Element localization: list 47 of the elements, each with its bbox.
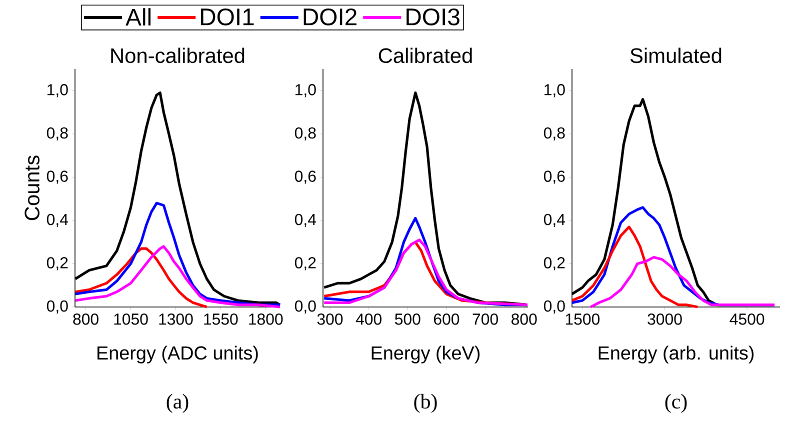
y-axis-title: Counts — [24, 156, 40, 220]
text: (b) — [414, 394, 437, 413]
legend-label: DOI3 — [406, 8, 460, 26]
y-tick-label: 0,2 — [294, 257, 316, 270]
x-tick-label: 1300 — [159, 314, 193, 325]
chart-title: Calibrated — [378, 48, 472, 64]
legend-label: DOI1 — [201, 8, 254, 26]
x-axis-title: Energy (keV) — [372, 346, 480, 364]
legend-label: DOI2 — [304, 8, 356, 26]
x-tick-label: 1800 — [249, 314, 283, 325]
y-tick-label: 0,0 — [544, 300, 565, 314]
y-tick-label: 1,0 — [544, 84, 565, 98]
y-tick-label: 0,8 — [294, 127, 316, 140]
chart-title: Simulated — [630, 48, 722, 64]
y-tick-label: 1,0 — [296, 84, 316, 98]
y-tick-label: 0,2 — [544, 257, 565, 270]
text: (c) — [665, 394, 687, 413]
x-tick-label: 4500 — [730, 314, 764, 325]
x-tick-label: 1500 — [566, 314, 600, 325]
y-tick-label: 0,2 — [46, 257, 68, 270]
x-tick-label: 300 — [317, 314, 343, 325]
x-tick-label: 800 — [512, 314, 537, 325]
y-tick-label: 0,6 — [294, 170, 316, 184]
y-tick-label: 0,0 — [46, 300, 68, 314]
y-tick-label: 0,6 — [544, 170, 565, 184]
chart-title: Non-calibrated — [111, 48, 244, 64]
y-tick-label: 0,0 — [294, 300, 316, 314]
y-tick-label: 0,4 — [294, 214, 316, 228]
legend-label: All — [126, 8, 151, 26]
line-series — [74, 247, 208, 308]
x-tick-label: 700 — [472, 314, 498, 325]
x-tick-label: 500 — [394, 314, 420, 325]
y-tick-label: 0,8 — [544, 127, 565, 140]
x-tick-label: 400 — [356, 314, 382, 325]
x-tick-label: 600 — [434, 314, 460, 325]
y-tick-label: 0,6 — [46, 170, 68, 184]
x-tick-label: 1050 — [114, 314, 148, 325]
y-tick-label: 0,4 — [544, 214, 566, 228]
x-axis-title: Energy (arb. units) — [598, 346, 754, 364]
y-tick-label: 1,0 — [48, 84, 68, 98]
y-tick-label: 0,4 — [46, 214, 68, 228]
x-tick-label: 1550 — [204, 314, 238, 325]
x-axis-title: Energy (ADC units) — [98, 346, 258, 364]
text: (a) — [166, 394, 188, 413]
x-tick-label: 3000 — [648, 314, 682, 325]
y-tick-label: 0,8 — [46, 127, 68, 140]
x-tick-label: 800 — [73, 314, 98, 325]
